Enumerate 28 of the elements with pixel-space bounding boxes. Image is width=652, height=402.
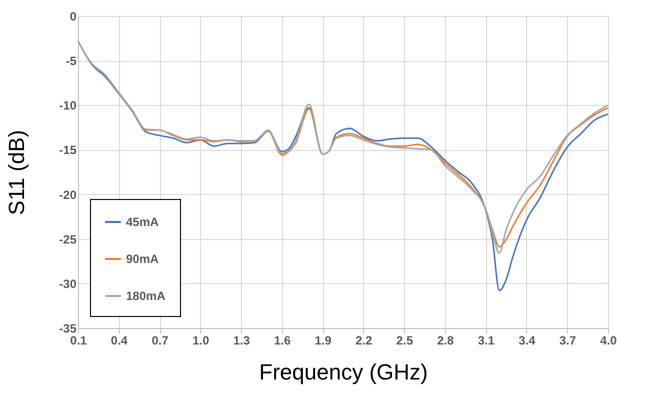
y-tick-label: -25 [59,232,77,246]
y-tick-label: -30 [59,276,77,291]
x-tick-label: 0.7 [152,334,169,348]
x-tick-label: 3.7 [559,334,576,348]
x-axis-title: Frequency (GHz) [259,360,428,384]
legend-label: 90mA [126,252,160,266]
x-tick-label: 2.2 [356,334,373,348]
y-tick-label: -10 [59,98,77,113]
y-tick-label: 0 [70,10,77,24]
legend-label: 45mA [126,215,160,229]
y-tick-label: -20 [59,188,77,202]
y-tick-label: -15 [59,143,77,158]
x-tick-label: 1.3 [233,334,250,348]
y-tick-label: -35 [59,322,77,336]
x-tick-label: 1.6 [274,334,292,348]
x-tick-label: 1.0 [192,334,210,348]
x-tick-label: 1.9 [314,334,332,348]
legend-label: 180mA [126,289,166,303]
y-axis-title: S11 (dB) [4,130,30,216]
x-tick-label: 3.1 [478,334,495,348]
y-tick-label: -5 [66,54,77,68]
x-tick-label: 0.4 [110,334,128,348]
x-tick-label: 0.1 [70,334,88,348]
x-tick-label: 3.4 [518,334,536,348]
x-tick-label: 2.8 [437,334,454,348]
x-tick-label: 4.0 [600,334,618,348]
line-series [104,74,609,248]
x-tick-label: 2.5 [396,334,414,348]
